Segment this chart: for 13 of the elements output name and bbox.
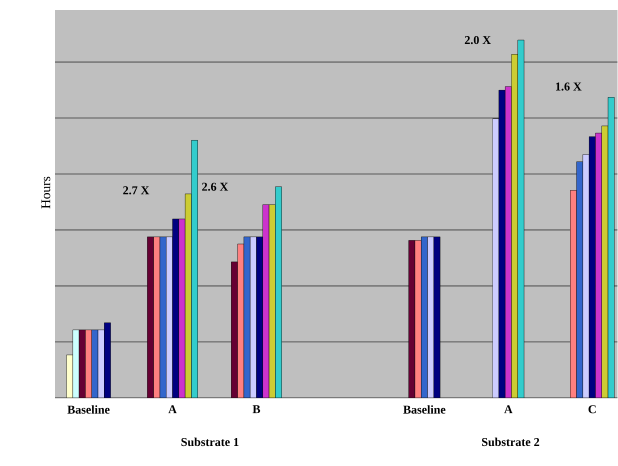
- annotation: 2.0 X: [464, 36, 491, 44]
- x-tick-label: B: [252, 405, 260, 414]
- x-tick-label: A: [168, 405, 177, 414]
- annotation: 2.6 X: [202, 182, 228, 191]
- annotation: 2.7 X: [123, 186, 150, 194]
- x-tick-label: Baseline: [67, 405, 110, 414]
- text: Substrate 2: [482, 438, 540, 446]
- annotation: 1.6 X: [556, 82, 582, 91]
- y-axis-title: Hours: [41, 176, 50, 209]
- x-tick-label: A: [504, 405, 513, 414]
- x-tick-label: Baseline: [403, 405, 446, 414]
- text: Substrate 1: [181, 438, 238, 446]
- x-tick-label: C: [588, 405, 596, 414]
